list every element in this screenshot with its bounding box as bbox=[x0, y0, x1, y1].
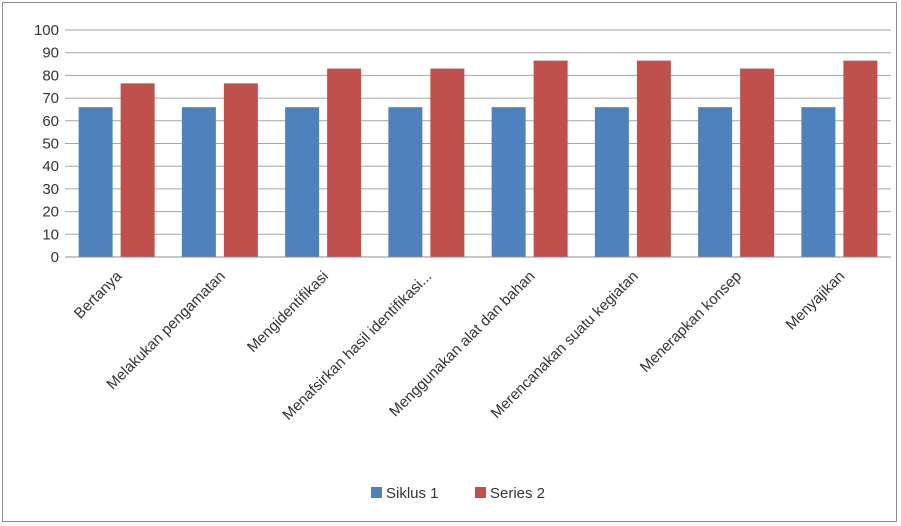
y-tick-label: 20 bbox=[42, 204, 59, 221]
bar-series-2 bbox=[120, 83, 155, 257]
legend-swatch bbox=[371, 487, 382, 498]
x-category-label: Menyajikan bbox=[783, 268, 849, 334]
legend: Siklus 1 Series 2 bbox=[371, 485, 545, 502]
bar-series-2 bbox=[327, 68, 362, 257]
bar-siklus-1 bbox=[491, 107, 526, 258]
y-tick-label: 90 bbox=[42, 45, 59, 62]
y-tick-label: 40 bbox=[42, 158, 59, 175]
y-tick-label: 0 bbox=[51, 249, 59, 266]
bar-siklus-1 bbox=[801, 107, 836, 258]
bar-siklus-1 bbox=[388, 107, 423, 258]
x-category-label: Mengidentifikasi bbox=[244, 268, 332, 356]
y-axis-tick-labels: 0 10 20 30 40 50 60 70 80 90 100 bbox=[34, 22, 59, 266]
y-tick-label: 70 bbox=[42, 90, 59, 107]
legend-label: Series 2 bbox=[490, 485, 545, 502]
y-tick-label: 50 bbox=[42, 136, 59, 153]
bar-siklus-1 bbox=[698, 107, 733, 258]
y-tick-label: 60 bbox=[42, 113, 59, 130]
bar-chart: 0 10 20 30 40 50 60 70 80 90 100 BertanyaMelakukan… bbox=[34, 22, 891, 502]
bar-siklus-1 bbox=[285, 107, 320, 258]
legend-label: Siklus 1 bbox=[386, 485, 439, 502]
bar-siklus-1 bbox=[181, 107, 216, 258]
bar-series-2 bbox=[430, 68, 465, 257]
y-tick-label: 30 bbox=[42, 181, 59, 198]
x-category-label: Bertanya bbox=[71, 267, 126, 322]
bar-series-2 bbox=[223, 83, 258, 257]
bar-series-2 bbox=[533, 60, 568, 257]
y-tick-label: 100 bbox=[34, 22, 59, 39]
y-tick-label: 10 bbox=[42, 226, 59, 243]
x-category-label: Menerapkan konsep bbox=[637, 268, 745, 376]
x-category-label: Melakukan pengamatan bbox=[103, 268, 228, 393]
bar-siklus-1 bbox=[594, 107, 629, 258]
bar-series-2 bbox=[740, 68, 775, 257]
bar-series-2 bbox=[843, 60, 878, 257]
y-tick-label: 80 bbox=[42, 67, 59, 84]
legend-swatch bbox=[475, 487, 486, 498]
bars bbox=[78, 60, 878, 258]
bar-siklus-1 bbox=[78, 107, 113, 258]
bar-series-2 bbox=[636, 60, 671, 257]
